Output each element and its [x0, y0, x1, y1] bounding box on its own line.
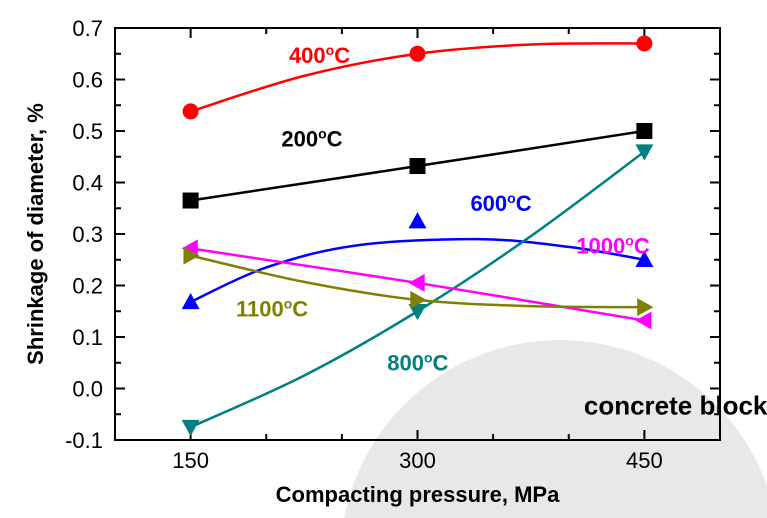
svg-text:450: 450	[626, 448, 663, 473]
series-label: 600oC	[470, 190, 531, 216]
series-600°C	[182, 212, 654, 309]
chart-svg: 150 300 450 -0.1 0.0 0.1 0.2 0.3 0.4 0.5 0.6 0.7 Com…	[0, 0, 767, 518]
series-label: 1000oC	[576, 233, 650, 259]
series-400°C	[183, 35, 653, 119]
y-axis-title: Shrinkage of diameter, %	[23, 103, 48, 365]
svg-text:0.0: 0.0	[72, 377, 103, 402]
svg-text:0.7: 0.7	[72, 16, 103, 41]
x-axis-title: Compacting pressure, MPa	[276, 482, 560, 507]
svg-text:150: 150	[172, 448, 209, 473]
svg-text:0.5: 0.5	[72, 119, 103, 144]
svg-text:0.4: 0.4	[72, 171, 103, 196]
svg-text:0.3: 0.3	[72, 222, 103, 247]
series-label: 1100oC	[236, 295, 308, 321]
series-label: 400oC	[289, 42, 350, 68]
series-200°C	[183, 123, 653, 209]
svg-text:300: 300	[399, 448, 436, 473]
chart-container: 150 300 450 -0.1 0.0 0.1 0.2 0.3 0.4 0.5 0.6 0.7 Com…	[0, 0, 767, 518]
series-label: 800oC	[387, 349, 448, 375]
svg-text:-0.1: -0.1	[65, 428, 103, 453]
svg-text:0.1: 0.1	[72, 325, 103, 350]
svg-text:0.2: 0.2	[72, 274, 103, 299]
svg-text:0.6: 0.6	[72, 68, 103, 93]
series-label: 200oC	[281, 125, 342, 151]
annotation-text: concrete block	[584, 390, 767, 420]
